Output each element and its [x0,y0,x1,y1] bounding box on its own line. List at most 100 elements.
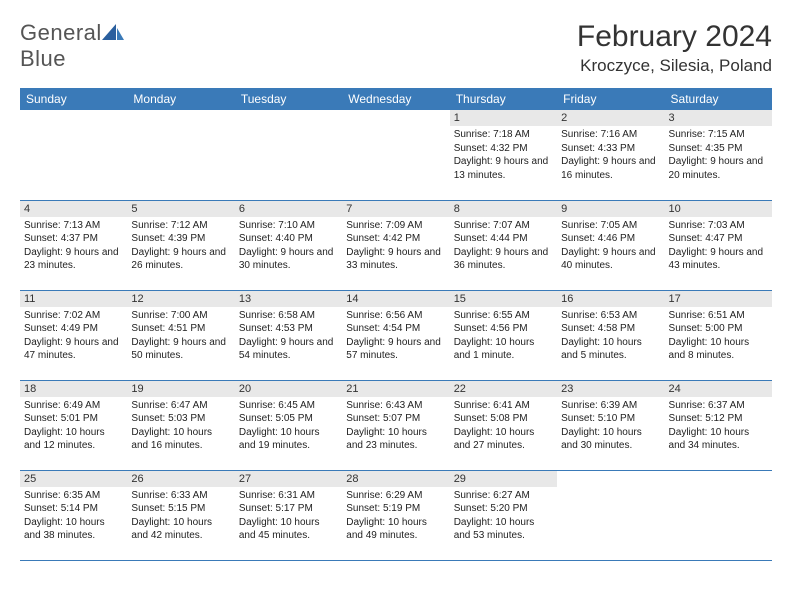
day-number: 28 [342,471,449,487]
sunset-text: Sunset: 4:51 PM [131,322,230,336]
calendar-cell: 16Sunrise: 6:53 AMSunset: 4:58 PMDayligh… [557,290,664,380]
daylight-text: Daylight: 10 hours and 5 minutes. [561,336,660,363]
day-details: Sunrise: 7:12 AMSunset: 4:39 PMDaylight:… [127,217,234,275]
day-number: 27 [235,471,342,487]
day-number: 24 [665,381,772,397]
day-number: 17 [665,291,772,307]
day-details: Sunrise: 6:31 AMSunset: 5:17 PMDaylight:… [235,487,342,545]
sunset-text: Sunset: 5:00 PM [669,322,768,336]
sunset-text: Sunset: 5:12 PM [669,412,768,426]
calendar-cell: 2Sunrise: 7:16 AMSunset: 4:33 PMDaylight… [557,110,664,200]
sunrise-text: Sunrise: 6:33 AM [131,489,230,503]
calendar-cell: 25Sunrise: 6:35 AMSunset: 5:14 PMDayligh… [20,470,127,560]
sunrise-text: Sunrise: 6:27 AM [454,489,553,503]
sunrise-text: Sunrise: 6:41 AM [454,399,553,413]
calendar-table: Sunday Monday Tuesday Wednesday Thursday… [20,88,772,561]
sunset-text: Sunset: 4:54 PM [346,322,445,336]
weekday-tue: Tuesday [235,88,342,110]
sunrise-text: Sunrise: 6:58 AM [239,309,338,323]
sunset-text: Sunset: 4:53 PM [239,322,338,336]
calendar-cell: 4Sunrise: 7:13 AMSunset: 4:37 PMDaylight… [20,200,127,290]
calendar-cell: 13Sunrise: 6:58 AMSunset: 4:53 PMDayligh… [235,290,342,380]
sunrise-text: Sunrise: 7:05 AM [561,219,660,233]
day-details: Sunrise: 6:45 AMSunset: 5:05 PMDaylight:… [235,397,342,455]
sunrise-text: Sunrise: 7:02 AM [24,309,123,323]
day-details: Sunrise: 7:00 AMSunset: 4:51 PMDaylight:… [127,307,234,365]
calendar-row: 4Sunrise: 7:13 AMSunset: 4:37 PMDaylight… [20,200,772,290]
day-details: Sunrise: 7:07 AMSunset: 4:44 PMDaylight:… [450,217,557,275]
sunset-text: Sunset: 4:42 PM [346,232,445,246]
sunrise-text: Sunrise: 7:03 AM [669,219,768,233]
calendar-cell [342,110,449,200]
weekday-thu: Thursday [450,88,557,110]
daylight-text: Daylight: 10 hours and 8 minutes. [669,336,768,363]
daylight-text: Daylight: 9 hours and 33 minutes. [346,246,445,273]
daylight-text: Daylight: 10 hours and 53 minutes. [454,516,553,543]
calendar-row: 25Sunrise: 6:35 AMSunset: 5:14 PMDayligh… [20,470,772,560]
day-details: Sunrise: 7:05 AMSunset: 4:46 PMDaylight:… [557,217,664,275]
calendar-cell [20,110,127,200]
sunrise-text: Sunrise: 7:16 AM [561,128,660,142]
day-number [557,471,664,487]
day-details: Sunrise: 6:35 AMSunset: 5:14 PMDaylight:… [20,487,127,545]
daylight-text: Daylight: 9 hours and 16 minutes. [561,155,660,182]
sunset-text: Sunset: 5:14 PM [24,502,123,516]
day-details: Sunrise: 6:27 AMSunset: 5:20 PMDaylight:… [450,487,557,545]
sunset-text: Sunset: 5:10 PM [561,412,660,426]
day-number: 6 [235,201,342,217]
sunset-text: Sunset: 5:08 PM [454,412,553,426]
sunrise-text: Sunrise: 7:00 AM [131,309,230,323]
calendar-cell: 28Sunrise: 6:29 AMSunset: 5:19 PMDayligh… [342,470,449,560]
day-number: 1 [450,110,557,126]
day-number: 14 [342,291,449,307]
daylight-text: Daylight: 9 hours and 13 minutes. [454,155,553,182]
sunrise-text: Sunrise: 7:12 AM [131,219,230,233]
calendar-cell: 3Sunrise: 7:15 AMSunset: 4:35 PMDaylight… [665,110,772,200]
calendar-cell: 6Sunrise: 7:10 AMSunset: 4:40 PMDaylight… [235,200,342,290]
weekday-header-row: Sunday Monday Tuesday Wednesday Thursday… [20,88,772,110]
sunset-text: Sunset: 4:47 PM [669,232,768,246]
daylight-text: Daylight: 9 hours and 54 minutes. [239,336,338,363]
sunrise-text: Sunrise: 6:51 AM [669,309,768,323]
sunset-text: Sunset: 5:20 PM [454,502,553,516]
calendar-cell [127,110,234,200]
sunrise-text: Sunrise: 6:37 AM [669,399,768,413]
month-title: February 2024 [577,20,772,54]
daylight-text: Daylight: 9 hours and 20 minutes. [669,155,768,182]
calendar-cell: 23Sunrise: 6:39 AMSunset: 5:10 PMDayligh… [557,380,664,470]
calendar-row: 11Sunrise: 7:02 AMSunset: 4:49 PMDayligh… [20,290,772,380]
daylight-text: Daylight: 9 hours and 26 minutes. [131,246,230,273]
day-number: 20 [235,381,342,397]
calendar-cell: 11Sunrise: 7:02 AMSunset: 4:49 PMDayligh… [20,290,127,380]
logo-text-blue: Blue [20,46,66,71]
calendar-cell: 14Sunrise: 6:56 AMSunset: 4:54 PMDayligh… [342,290,449,380]
sunrise-text: Sunrise: 7:07 AM [454,219,553,233]
day-number: 12 [127,291,234,307]
weekday-sat: Saturday [665,88,772,110]
calendar-cell: 19Sunrise: 6:47 AMSunset: 5:03 PMDayligh… [127,380,234,470]
calendar-cell: 10Sunrise: 7:03 AMSunset: 4:47 PMDayligh… [665,200,772,290]
calendar-cell [235,110,342,200]
calendar-body: 1Sunrise: 7:18 AMSunset: 4:32 PMDaylight… [20,110,772,560]
sunset-text: Sunset: 5:15 PM [131,502,230,516]
day-details: Sunrise: 7:18 AMSunset: 4:32 PMDaylight:… [450,126,557,184]
sunrise-text: Sunrise: 6:53 AM [561,309,660,323]
daylight-text: Daylight: 10 hours and 12 minutes. [24,426,123,453]
day-details: Sunrise: 6:58 AMSunset: 4:53 PMDaylight:… [235,307,342,365]
day-number: 2 [557,110,664,126]
sunset-text: Sunset: 5:03 PM [131,412,230,426]
sunset-text: Sunset: 5:05 PM [239,412,338,426]
calendar-cell: 20Sunrise: 6:45 AMSunset: 5:05 PMDayligh… [235,380,342,470]
day-details: Sunrise: 6:53 AMSunset: 4:58 PMDaylight:… [557,307,664,365]
sunrise-text: Sunrise: 6:45 AM [239,399,338,413]
sunrise-text: Sunrise: 6:43 AM [346,399,445,413]
header: General Blue February 2024 Kroczyce, Sil… [20,20,772,76]
sunset-text: Sunset: 5:17 PM [239,502,338,516]
calendar-cell: 26Sunrise: 6:33 AMSunset: 5:15 PMDayligh… [127,470,234,560]
day-number: 21 [342,381,449,397]
weekday-fri: Friday [557,88,664,110]
sunset-text: Sunset: 5:07 PM [346,412,445,426]
day-number: 16 [557,291,664,307]
calendar-cell: 5Sunrise: 7:12 AMSunset: 4:39 PMDaylight… [127,200,234,290]
sunrise-text: Sunrise: 6:39 AM [561,399,660,413]
